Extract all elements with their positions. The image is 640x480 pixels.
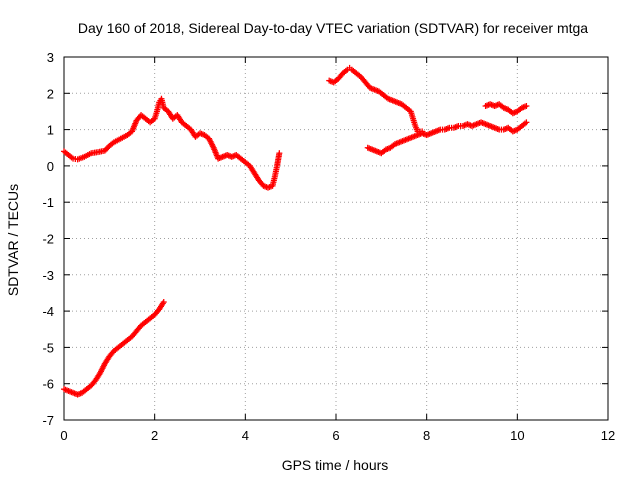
data-marks	[61, 64, 530, 398]
y-tick-label: 1	[47, 123, 54, 138]
x-tick-label: 0	[60, 428, 67, 443]
y-tick-label: -4	[42, 304, 54, 319]
x-tick-label: 4	[242, 428, 249, 443]
chart-title: Day 160 of 2018, Sidereal Day-to-day VTE…	[78, 20, 588, 36]
data-point	[523, 119, 530, 126]
y-tick-label: 3	[47, 50, 54, 65]
x-tick-label: 12	[601, 428, 615, 443]
x-axis-label: GPS time / hours	[282, 457, 389, 473]
y-tick-label: -3	[42, 268, 54, 283]
data-point	[523, 103, 530, 110]
y-tick-label: -2	[42, 232, 54, 247]
x-tick-label: 6	[332, 428, 339, 443]
grid-lines	[64, 57, 608, 420]
y-tick-label: -5	[42, 340, 54, 355]
y-tick-label: -1	[42, 195, 54, 210]
y-tick-label: 2	[47, 86, 54, 101]
y-tick-label: -6	[42, 377, 54, 392]
y-tick-label: 0	[47, 159, 54, 174]
x-tick-label: 8	[423, 428, 430, 443]
x-tick-label: 2	[151, 428, 158, 443]
y-axis-label: SDTVAR / TECUs	[5, 184, 21, 296]
data-point	[160, 299, 167, 306]
x-tick-label: 10	[510, 428, 524, 443]
y-tick-label: -7	[42, 413, 54, 428]
data-point	[276, 150, 283, 157]
